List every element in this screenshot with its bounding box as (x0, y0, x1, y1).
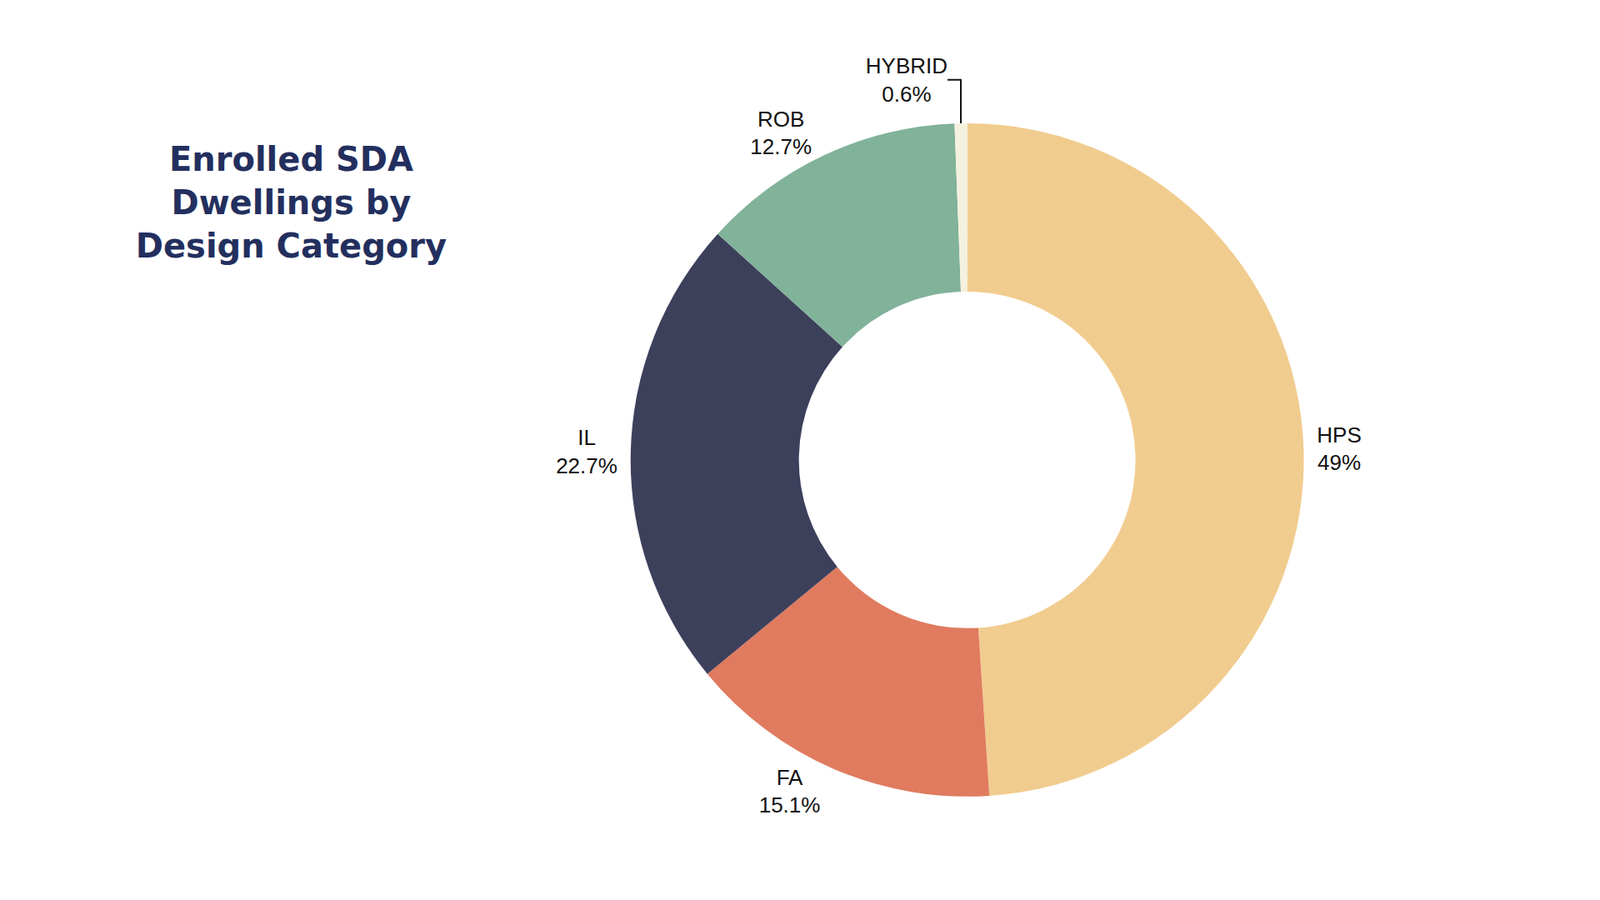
svg-text:ROB12.7%: ROB12.7% (750, 106, 812, 160)
svg-text:FA15.1%: FA15.1% (759, 765, 821, 819)
svg-text:HPS49%: HPS49% (1316, 422, 1361, 476)
svg-text:HYBRID0.6%: HYBRID0.6% (865, 53, 948, 107)
svg-text:Enrolled SDADwellings byDesign: Enrolled SDADwellings byDesign Category (135, 140, 447, 265)
svg-text:IL22.7%: IL22.7% (555, 425, 618, 479)
